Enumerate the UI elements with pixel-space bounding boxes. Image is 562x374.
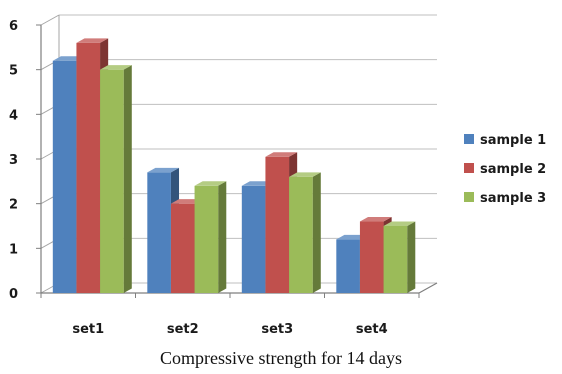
legend-item: sample 1 <box>464 133 546 148</box>
bar-front <box>52 60 77 293</box>
bar-front <box>359 221 384 293</box>
bar <box>100 65 132 294</box>
bar <box>383 221 416 293</box>
legend: sample 1 sample 2 sample 3 <box>464 133 546 206</box>
bar-side <box>218 181 227 293</box>
bar-top <box>76 38 109 43</box>
bar-top <box>359 217 392 222</box>
legend-swatch <box>464 192 474 202</box>
x-tick-labels: set1 set2 set3 set4 <box>72 322 387 337</box>
y-tick-label: 3 <box>9 153 18 168</box>
bar-top <box>100 65 132 70</box>
legend-label: sample 3 <box>480 191 546 206</box>
legend-item: sample 3 <box>464 191 546 206</box>
bar-top <box>194 181 227 186</box>
y-tick-label: 5 <box>9 64 18 79</box>
bar-side <box>123 65 132 294</box>
bar-front <box>170 203 195 293</box>
bar-front <box>241 185 266 293</box>
y-tick-label: 1 <box>9 242 18 257</box>
bar-side <box>407 221 416 293</box>
bar <box>194 181 227 293</box>
x-tick-label: set4 <box>356 322 388 337</box>
legend-swatch <box>464 134 474 144</box>
x-tick-label: set1 <box>72 322 104 337</box>
bar-front <box>289 176 313 293</box>
bar-top <box>265 152 298 157</box>
y-tick-labels: 0 1 2 3 4 5 6 <box>9 19 18 302</box>
y-tick-label: 6 <box>9 19 18 34</box>
bar-front <box>265 156 290 293</box>
floor-edge <box>418 282 438 294</box>
legend-label: sample 2 <box>480 162 546 177</box>
x-tick-label: set3 <box>261 322 293 337</box>
bar-front <box>194 185 219 293</box>
bar-front <box>147 172 171 293</box>
bar-front <box>336 239 360 293</box>
bar-front <box>100 69 124 294</box>
y-tick-label: 0 <box>9 287 18 302</box>
bar <box>289 172 321 293</box>
x-tick-label: set2 <box>167 322 199 337</box>
y-tick-label: 2 <box>9 198 18 213</box>
y-tick-label: 4 <box>9 108 18 123</box>
side-gridline <box>40 14 60 26</box>
bar-top <box>147 167 180 173</box>
legend-swatch <box>464 163 474 173</box>
legend-label: sample 1 <box>480 133 546 148</box>
bar-front <box>383 226 408 293</box>
bar-side <box>312 172 321 293</box>
bar-top <box>383 221 416 226</box>
bar-top <box>289 172 321 177</box>
bar-front <box>76 42 101 293</box>
bars <box>52 38 416 294</box>
legend-item: sample 2 <box>464 162 546 177</box>
chart-title: Compressive strength for 14 days <box>160 348 402 368</box>
